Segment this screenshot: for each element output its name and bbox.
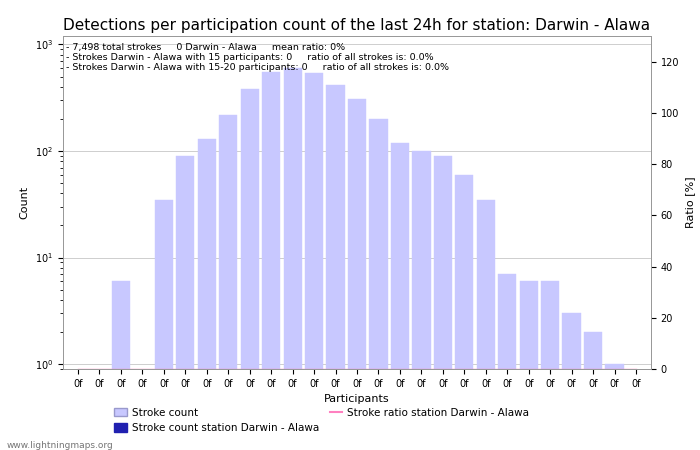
Bar [112, 281, 130, 450]
Bar [455, 175, 473, 450]
Bar [477, 200, 495, 450]
Bar [155, 200, 173, 450]
Bar [519, 281, 538, 450]
Bar [241, 89, 259, 450]
Bar [498, 274, 517, 450]
Bar [219, 114, 237, 450]
Y-axis label: Ratio [%]: Ratio [%] [685, 177, 695, 228]
X-axis label: Participants: Participants [324, 394, 390, 404]
Bar [391, 143, 409, 450]
Bar [305, 73, 323, 450]
Bar [370, 119, 388, 450]
Bar [326, 85, 344, 450]
Bar [563, 313, 581, 450]
Bar [284, 68, 302, 450]
Text: - 7,498 total strokes     0 Darwin - Alawa     mean ratio: 0%
- Strokes Darwin -: - 7,498 total strokes 0 Darwin - Alawa m… [66, 43, 449, 72]
Bar [541, 281, 559, 450]
Y-axis label: Count: Count [20, 186, 29, 219]
Bar [348, 99, 366, 450]
Bar [584, 332, 602, 450]
Bar [197, 139, 216, 450]
Bar [606, 364, 624, 450]
Bar [412, 151, 430, 450]
Bar [262, 72, 280, 450]
Bar [434, 156, 452, 450]
Title: Detections per participation count of the last 24h for station: Darwin - Alawa: Detections per participation count of th… [64, 18, 650, 33]
Legend: Stroke count, Stroke count station Darwin - Alawa, Stroke ratio station Darwin -: Stroke count, Stroke count station Darwi… [110, 404, 533, 437]
Text: www.lightningmaps.org: www.lightningmaps.org [7, 441, 113, 450]
Bar [176, 156, 195, 450]
